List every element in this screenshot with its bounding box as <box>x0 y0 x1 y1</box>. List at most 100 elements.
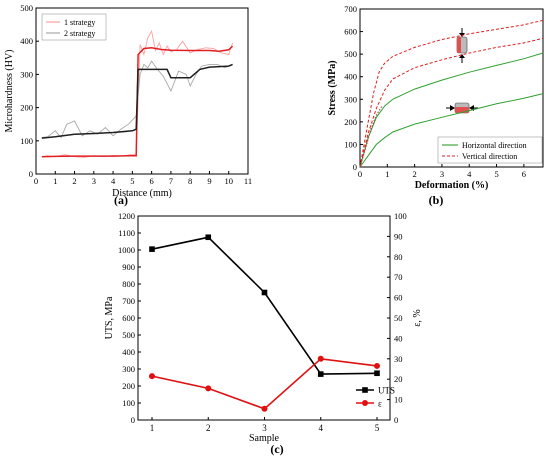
series-line-1 <box>359 93 544 168</box>
y-tick-label: 400 <box>344 72 357 82</box>
panel-label-b: (b) <box>429 193 444 207</box>
y-tick-label: 700 <box>344 4 357 14</box>
series-line-0 <box>359 52 544 168</box>
x-tick-label: 4 <box>319 423 324 433</box>
y-tick-label: 500 <box>20 3 33 13</box>
x-tick-label: 5 <box>494 169 498 179</box>
y-tick-label-left: 800 <box>122 279 135 289</box>
data-point-ε <box>261 405 268 412</box>
panel-label-a: (a) <box>114 193 128 207</box>
y-axis-label: Microhardness (HV) <box>4 49 15 132</box>
y-axis-label-left: UTS, MPa <box>104 296 115 339</box>
x-tick-label: 8 <box>188 176 192 186</box>
y-tick-label-left: 1000 <box>118 245 135 255</box>
y-tick-label: 300 <box>20 69 33 79</box>
legend-marker <box>362 400 368 406</box>
y-tick-label-left: 200 <box>122 381 135 391</box>
y-tick-label: 0 <box>29 169 33 179</box>
data-point-UTS <box>261 289 268 296</box>
x-tick-label: 0 <box>358 169 362 179</box>
y-tick-label-right: 30 <box>394 354 403 364</box>
series-line-3 <box>359 37 544 168</box>
x-tick-label: 6 <box>150 176 154 186</box>
legend-label: 2 strategy <box>64 29 95 38</box>
y-tick-label-right: 70 <box>394 272 403 282</box>
panel-label-c: (c) <box>270 442 283 456</box>
y-tick-label: 300 <box>344 94 357 104</box>
y-tick-label: 100 <box>344 139 357 149</box>
y-axis-label: Stress (MPa) <box>327 60 338 115</box>
x-tick-label: 5 <box>375 423 380 433</box>
legend-label: Horizontal direction <box>462 141 527 150</box>
y-tick-label: 400 <box>20 36 33 46</box>
data-point-UTS <box>205 234 212 241</box>
y-tick-label-right: 50 <box>394 313 403 323</box>
x-tick-label: 5 <box>130 176 134 186</box>
y-tick-label-right: 90 <box>394 231 403 241</box>
legend-label: ε <box>378 399 382 409</box>
x-tick-label: 3 <box>92 176 96 186</box>
x-tick-label: 2 <box>72 176 76 186</box>
y-tick-label-left: 500 <box>122 330 135 340</box>
chart-a: 0 1 2 3 4 5 6 7 8 9 10 11 0 100 200 300 400 500 Distance (… <box>4 3 252 199</box>
x-tick-label: 4 <box>467 169 472 179</box>
y-tick-label-left: 100 <box>122 398 135 408</box>
x-tick-label: 10 <box>224 176 233 186</box>
y-tick-label-left: 400 <box>122 347 135 357</box>
x-tick-label: 0 <box>34 176 38 186</box>
x-tick-label: 7 <box>169 176 173 186</box>
x-tick-label: 9 <box>207 176 211 186</box>
data-point-ε <box>374 362 380 369</box>
x-tick-label: 2 <box>206 423 211 433</box>
series-line-2 <box>41 45 234 158</box>
legend-box <box>41 13 107 41</box>
specimen-icons <box>446 28 478 114</box>
data-point-ε <box>149 373 155 380</box>
legend-marker <box>362 387 368 393</box>
data-point-UTS <box>149 246 155 252</box>
vertical-specimen-icon <box>456 28 468 63</box>
y-tick-label-right: 0 <box>394 415 398 425</box>
y-tick-label-left: 0 <box>131 415 135 425</box>
y-tick-label: 600 <box>344 27 357 37</box>
chart-b: 0 1 2 3 4 5 6 0 100 200 300 400 500 600 700 Deformation… <box>327 4 544 191</box>
x-tick-label: 1 <box>150 423 155 433</box>
legend-label: UTS <box>378 386 395 396</box>
chart-c: 1 2 3 4 501002003004005006007008009001000110… <box>104 211 423 444</box>
series-line-UTS <box>151 236 378 375</box>
x-axis-label: Deformation (%) <box>415 180 489 191</box>
horizontal-specimen-icon <box>446 102 478 114</box>
series-line-0 <box>41 29 234 158</box>
data-point-UTS <box>374 370 380 377</box>
series-line-4 <box>359 105 383 168</box>
data-point-UTS <box>317 371 324 377</box>
y-tick-label: 200 <box>344 117 357 127</box>
plot-frame <box>137 215 391 421</box>
y-tick-label-right: 40 <box>394 333 403 343</box>
y-tick-label-left: 900 <box>122 262 135 272</box>
y-tick-label: 500 <box>344 49 357 59</box>
x-tick-label: 6 <box>522 169 526 179</box>
plot-frame <box>359 8 544 168</box>
x-tick-label: 4 <box>111 176 116 186</box>
x-tick-label: 2 <box>413 169 417 179</box>
x-tick-label: 3 <box>440 169 444 179</box>
x-tick-label: 1 <box>385 169 389 179</box>
y-tick-label-left: 600 <box>122 313 135 323</box>
data-point-ε <box>205 385 212 392</box>
series-line-2 <box>359 19 544 168</box>
series-line-ε <box>151 357 378 410</box>
y-tick-label-left: 300 <box>122 364 135 374</box>
x-tick-label: 1 <box>53 176 57 186</box>
plot-frame <box>35 7 249 175</box>
y-tick-label-left: 1200 <box>118 211 135 221</box>
y-tick-label: 100 <box>20 136 33 146</box>
y-tick-label: 200 <box>20 103 33 113</box>
y-axis-label-right: ε, % <box>412 309 423 327</box>
legend-label: 1 strategy <box>64 18 95 27</box>
y-tick-label-left: 1100 <box>118 228 135 238</box>
legend-box <box>437 136 543 164</box>
data-point-ε <box>317 355 324 362</box>
x-axis-label: Sample <box>249 433 280 444</box>
